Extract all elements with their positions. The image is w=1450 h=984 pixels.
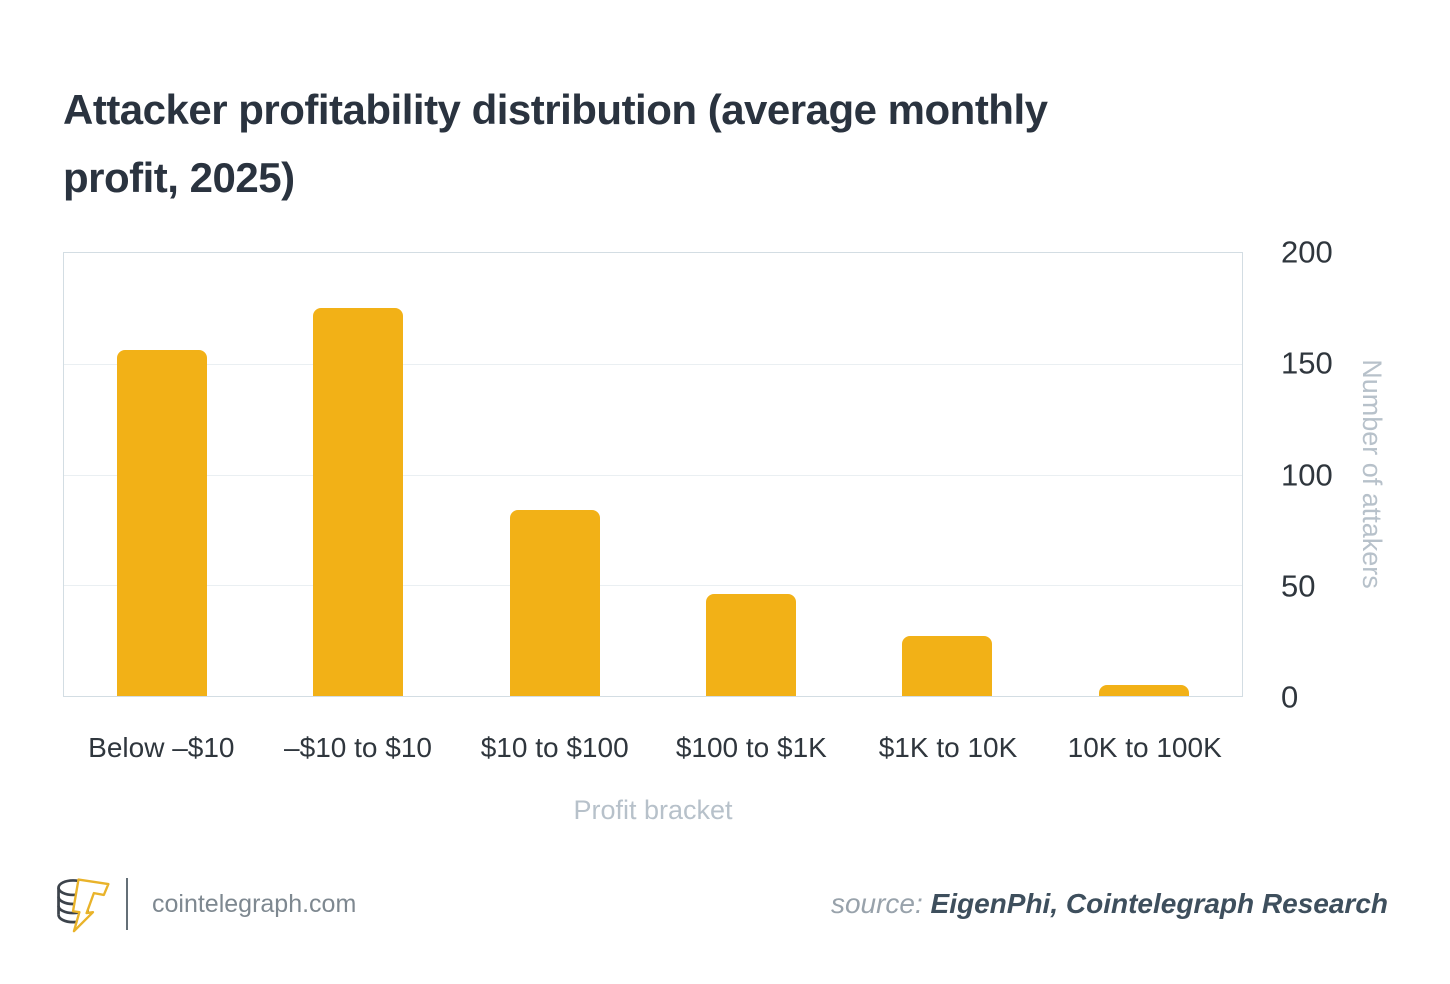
bar-slot-1 — [260, 253, 456, 696]
y-tick-label-0: 0 — [1281, 679, 1299, 715]
y-tick-label-150: 150 — [1281, 345, 1333, 381]
bar-10K to 100K — [1098, 684, 1189, 696]
y-tick-label-50: 50 — [1281, 568, 1316, 604]
footer-site-text: cointelegraph.com — [152, 890, 357, 918]
x-tick-label-1: –$10 to $10 — [284, 732, 432, 763]
x-tick-label-5: 10K to 100K — [1067, 732, 1222, 763]
cointelegraph-logo-icon — [57, 878, 110, 933]
lightning-bolt-icon — [71, 878, 110, 933]
bar-Below –$10 — [117, 350, 208, 696]
bar-slot-3 — [653, 253, 849, 696]
bar-slot-4 — [849, 253, 1045, 696]
bar-–$10 to $10 — [313, 308, 404, 696]
chart-title: Attacker profitability distribution (ave… — [63, 76, 1363, 212]
chart-title-line-1: Attacker profitability distribution (ave… — [63, 86, 1048, 134]
x-tick-label-0: Below –$10 — [88, 732, 235, 763]
bar-$100 to $1K — [706, 594, 797, 696]
gridline-150 — [64, 363, 1242, 365]
bars-row — [64, 253, 1242, 696]
bar-$1K to 10K — [902, 636, 993, 696]
x-axis-tick-labels: Below –$10 –$10 to $10 $10 to $100 $100 to … — [63, 733, 1243, 763]
x-axis-title: Profit bracket — [573, 795, 733, 825]
chart-title-line-2: profit, 2025) — [63, 154, 295, 202]
gridline-50 — [64, 585, 1242, 587]
bar-$10 to $100 — [509, 509, 600, 696]
x-tick-label-3: $100 to $1K — [675, 732, 827, 763]
bar-slot-0 — [64, 253, 260, 696]
bar-slot-2 — [457, 253, 653, 696]
y-tick-label-200: 200 — [1281, 234, 1333, 270]
y-tick-label-100: 100 — [1281, 457, 1333, 492]
gridline-100 — [64, 474, 1242, 476]
x-tick-label-2: $10 to $100 — [480, 732, 629, 763]
bar-slot-5 — [1046, 253, 1242, 696]
source-line: source: EigenPhi, Cointelegraph Research — [831, 888, 1388, 920]
source-label: source: — [830, 888, 923, 919]
plot-area — [63, 252, 1243, 697]
y-axis-title: Number of attakers — [1357, 359, 1387, 589]
x-tick-label-4: $1K to 10K — [878, 732, 1018, 763]
footer-divider — [126, 878, 128, 930]
source-value: EigenPhi, Cointelegraph Research — [930, 888, 1388, 919]
